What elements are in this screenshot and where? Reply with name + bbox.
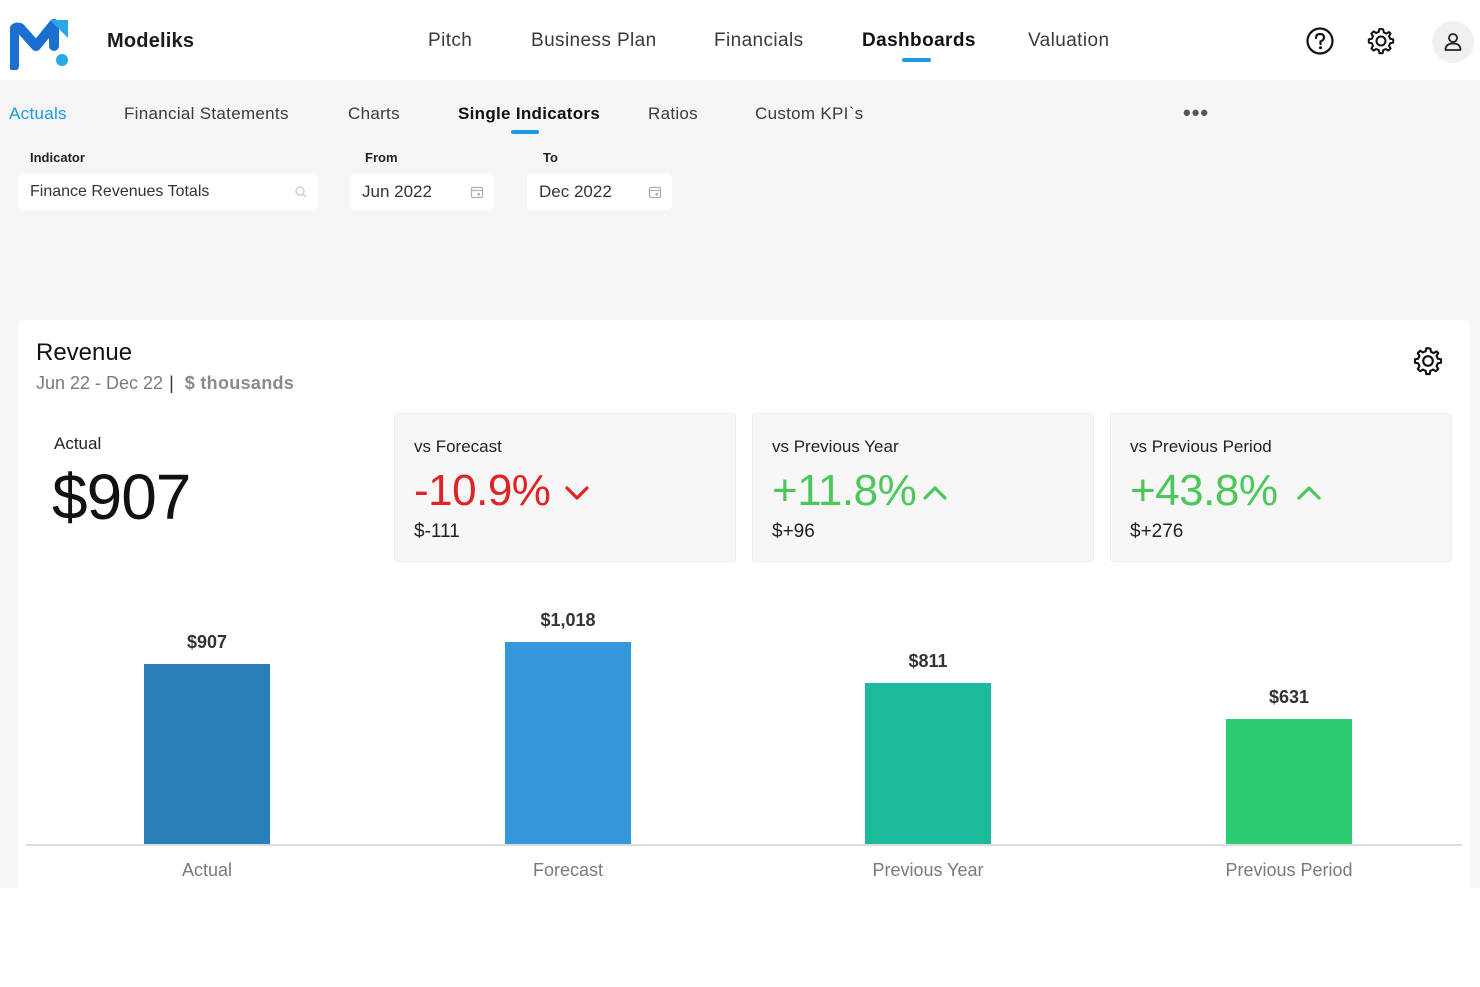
from-label: From — [365, 150, 398, 165]
indicator-value: Finance Revenues Totals — [30, 183, 210, 200]
chart-x-tick-label: Forecast — [532, 860, 604, 880]
subtab-active-indicator — [511, 130, 539, 134]
chart-baseline — [26, 844, 1462, 846]
app-content: Actuals Financial Statements Charts Sing… — [0, 80, 1480, 888]
kpi-value: -10.9% — [414, 466, 551, 515]
revenue-card: Revenue Jun 22 - Dec 22 | $ thousands Act… — [18, 320, 1470, 888]
to-date-value: Dec 2022 — [539, 182, 612, 201]
chart-bar[interactable] — [865, 683, 991, 844]
to-label: To — [543, 150, 558, 165]
kpi-delta: $-111 — [414, 521, 460, 542]
chevron-up-icon — [923, 486, 947, 500]
kpi-label: vs Previous Period — [1130, 437, 1272, 456]
calendar-icon — [470, 186, 484, 199]
chart-x-tick-label: Previous Period — [1225, 860, 1353, 880]
card-period: Jun 22 - Dec 22 — [36, 373, 164, 393]
nav-dashboards[interactable]: Dashboards — [862, 30, 976, 51]
kpi-vs-previous-year: vs Previous Year +11.8% $+96 — [752, 413, 1094, 562]
card-unit: $ thousands — [184, 373, 295, 393]
revenue-bar-chart: $907 Actual $1,018 Forecast $811 Previous Yea… — [18, 590, 1470, 888]
user-icon — [1444, 33, 1462, 51]
kpi-vs-forecast: vs Forecast -10.9% $-111 — [394, 413, 736, 562]
kpi-value: +43.8% — [1130, 466, 1278, 515]
subtitle-divider: | — [169, 373, 174, 393]
chart-x-tick-label: Actual — [181, 860, 233, 880]
top-bar: Modeliks Pitch Business Plan Financials … — [0, 0, 1480, 80]
subtab-charts[interactable]: Charts — [348, 104, 400, 123]
indicator-select[interactable]: Finance Revenues Totals — [18, 174, 318, 210]
nav-financials[interactable]: Financials — [714, 30, 804, 51]
chevron-down-icon — [565, 486, 589, 500]
search-icon — [295, 186, 307, 198]
brand-name: Modeliks — [107, 30, 195, 52]
kpi-vs-previous-period: vs Previous Period +43.8% $+276 — [1110, 413, 1452, 562]
subtab-single-indicators[interactable]: Single Indicators — [458, 104, 601, 123]
card-settings-gear-icon[interactable] — [1412, 345, 1444, 377]
subtab-financial-statements[interactable]: Financial Statements — [124, 104, 289, 123]
chart-data-label: $631 — [1268, 687, 1310, 707]
more-options-icon[interactable]: ••• — [1183, 100, 1210, 125]
subtab-custom-kpis[interactable]: Custom KPI`s — [755, 104, 864, 123]
card-title: Revenue — [36, 339, 133, 366]
calendar-icon — [648, 186, 662, 199]
kpi-delta: $+96 — [772, 521, 815, 542]
modeliks-logo-icon[interactable] — [10, 14, 72, 70]
chart-x-tick-label: Previous Year — [872, 860, 984, 880]
subtab-ratios[interactable]: Ratios — [648, 104, 698, 123]
user-avatar[interactable] — [1432, 21, 1474, 63]
kpi-value: +11.8% — [772, 466, 917, 515]
chart-data-label: $907 — [186, 632, 228, 652]
kpi-label: vs Previous Year — [772, 437, 899, 456]
nav-pitch[interactable]: Pitch — [428, 30, 473, 51]
chart-data-label: $1,018 — [540, 610, 596, 630]
actual-label: Actual — [54, 434, 102, 453]
settings-gear-icon[interactable] — [1364, 24, 1398, 58]
from-date-picker[interactable]: Jun 2022 — [350, 174, 494, 210]
chevron-up-icon — [1297, 486, 1321, 500]
to-date-picker[interactable]: Dec 2022 — [527, 174, 672, 210]
subtab-actuals[interactable]: Actuals — [9, 104, 67, 123]
kpi-label: vs Forecast — [414, 437, 502, 456]
nav-valuation[interactable]: Valuation — [1028, 30, 1110, 51]
help-icon[interactable] — [1303, 24, 1337, 58]
chart-bar[interactable] — [144, 664, 270, 844]
kpi-delta: $+276 — [1130, 521, 1184, 542]
nav-active-indicator — [902, 58, 931, 62]
chart-data-label: $811 — [908, 651, 948, 671]
from-date-value: Jun 2022 — [362, 182, 432, 201]
actual-value: $907 — [52, 461, 191, 533]
nav-business-plan[interactable]: Business Plan — [531, 30, 657, 51]
chart-bar[interactable] — [1226, 719, 1352, 844]
card-subtitle: Jun 22 - Dec 22 | $ thousands — [36, 373, 294, 394]
indicator-label: Indicator — [30, 150, 85, 165]
chart-bar[interactable] — [505, 642, 631, 844]
